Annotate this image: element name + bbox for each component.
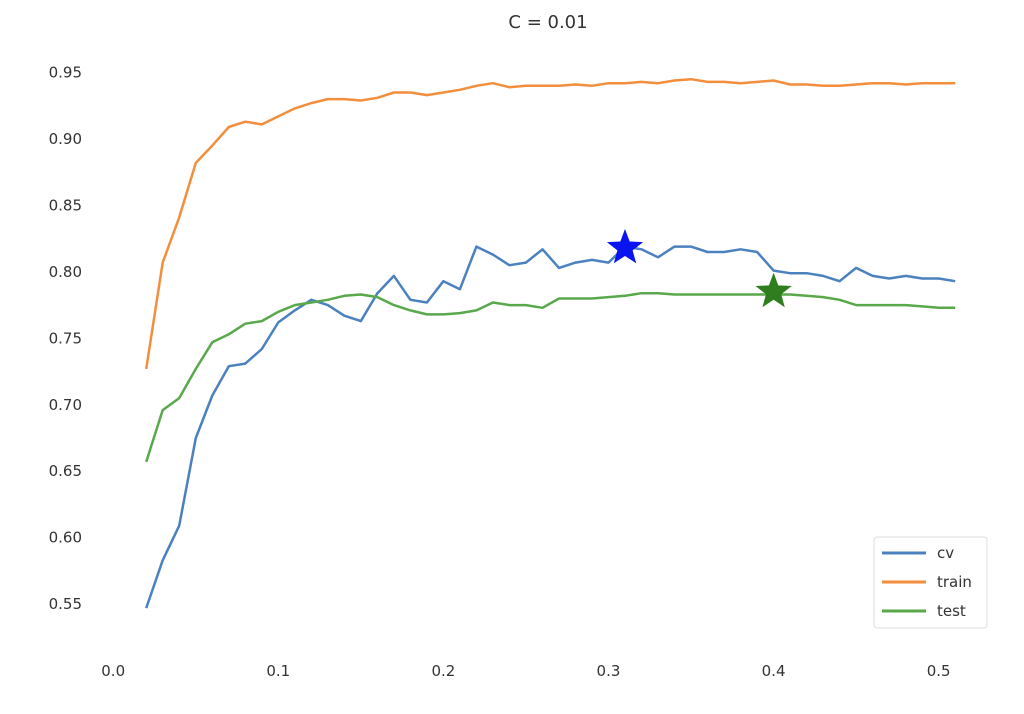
x-tick-label: 0.5 <box>927 662 951 680</box>
y-tick-label: 0.80 <box>49 263 82 281</box>
x-tick-label: 0.4 <box>762 662 786 680</box>
x-tick-label: 0.2 <box>431 662 455 680</box>
y-tick-label: 0.70 <box>49 396 82 414</box>
series-line-cv <box>145 245 956 609</box>
series-line-test <box>145 291 956 463</box>
legend-box <box>873 536 988 629</box>
y-tick-label: 0.95 <box>49 64 82 82</box>
x-axis-ticks: 0.0 0.1 0.2 0.3 0.4 0.5 <box>101 662 950 680</box>
x-tick-label: 0.3 <box>597 662 621 680</box>
y-axis-ticks: 0.55 0.60 0.65 0.70 0.75 0.80 0.85 0.90 0.95 <box>49 64 82 614</box>
series-lines <box>144 77 956 609</box>
x-tick-label: 0.1 <box>266 662 290 680</box>
best-test-star-marker <box>755 272 792 308</box>
y-tick-label: 0.65 <box>49 462 82 480</box>
x-tick-label: 0.0 <box>101 662 125 680</box>
y-tick-label: 0.60 <box>49 529 82 547</box>
legend-label-train: train <box>937 573 972 591</box>
y-tick-label: 0.85 <box>49 196 82 214</box>
best-point-markers <box>606 229 792 308</box>
legend-label-test: test <box>937 602 966 620</box>
series-line-train <box>144 77 956 370</box>
chart-title: C = 0.01 <box>508 12 587 33</box>
legend: cv train test <box>873 536 988 629</box>
y-tick-label: 0.75 <box>49 329 82 347</box>
legend-label-cv: cv <box>937 544 954 562</box>
y-tick-label: 0.90 <box>49 130 82 148</box>
y-tick-label: 0.55 <box>49 595 82 613</box>
best-cv-star-marker <box>606 229 644 264</box>
